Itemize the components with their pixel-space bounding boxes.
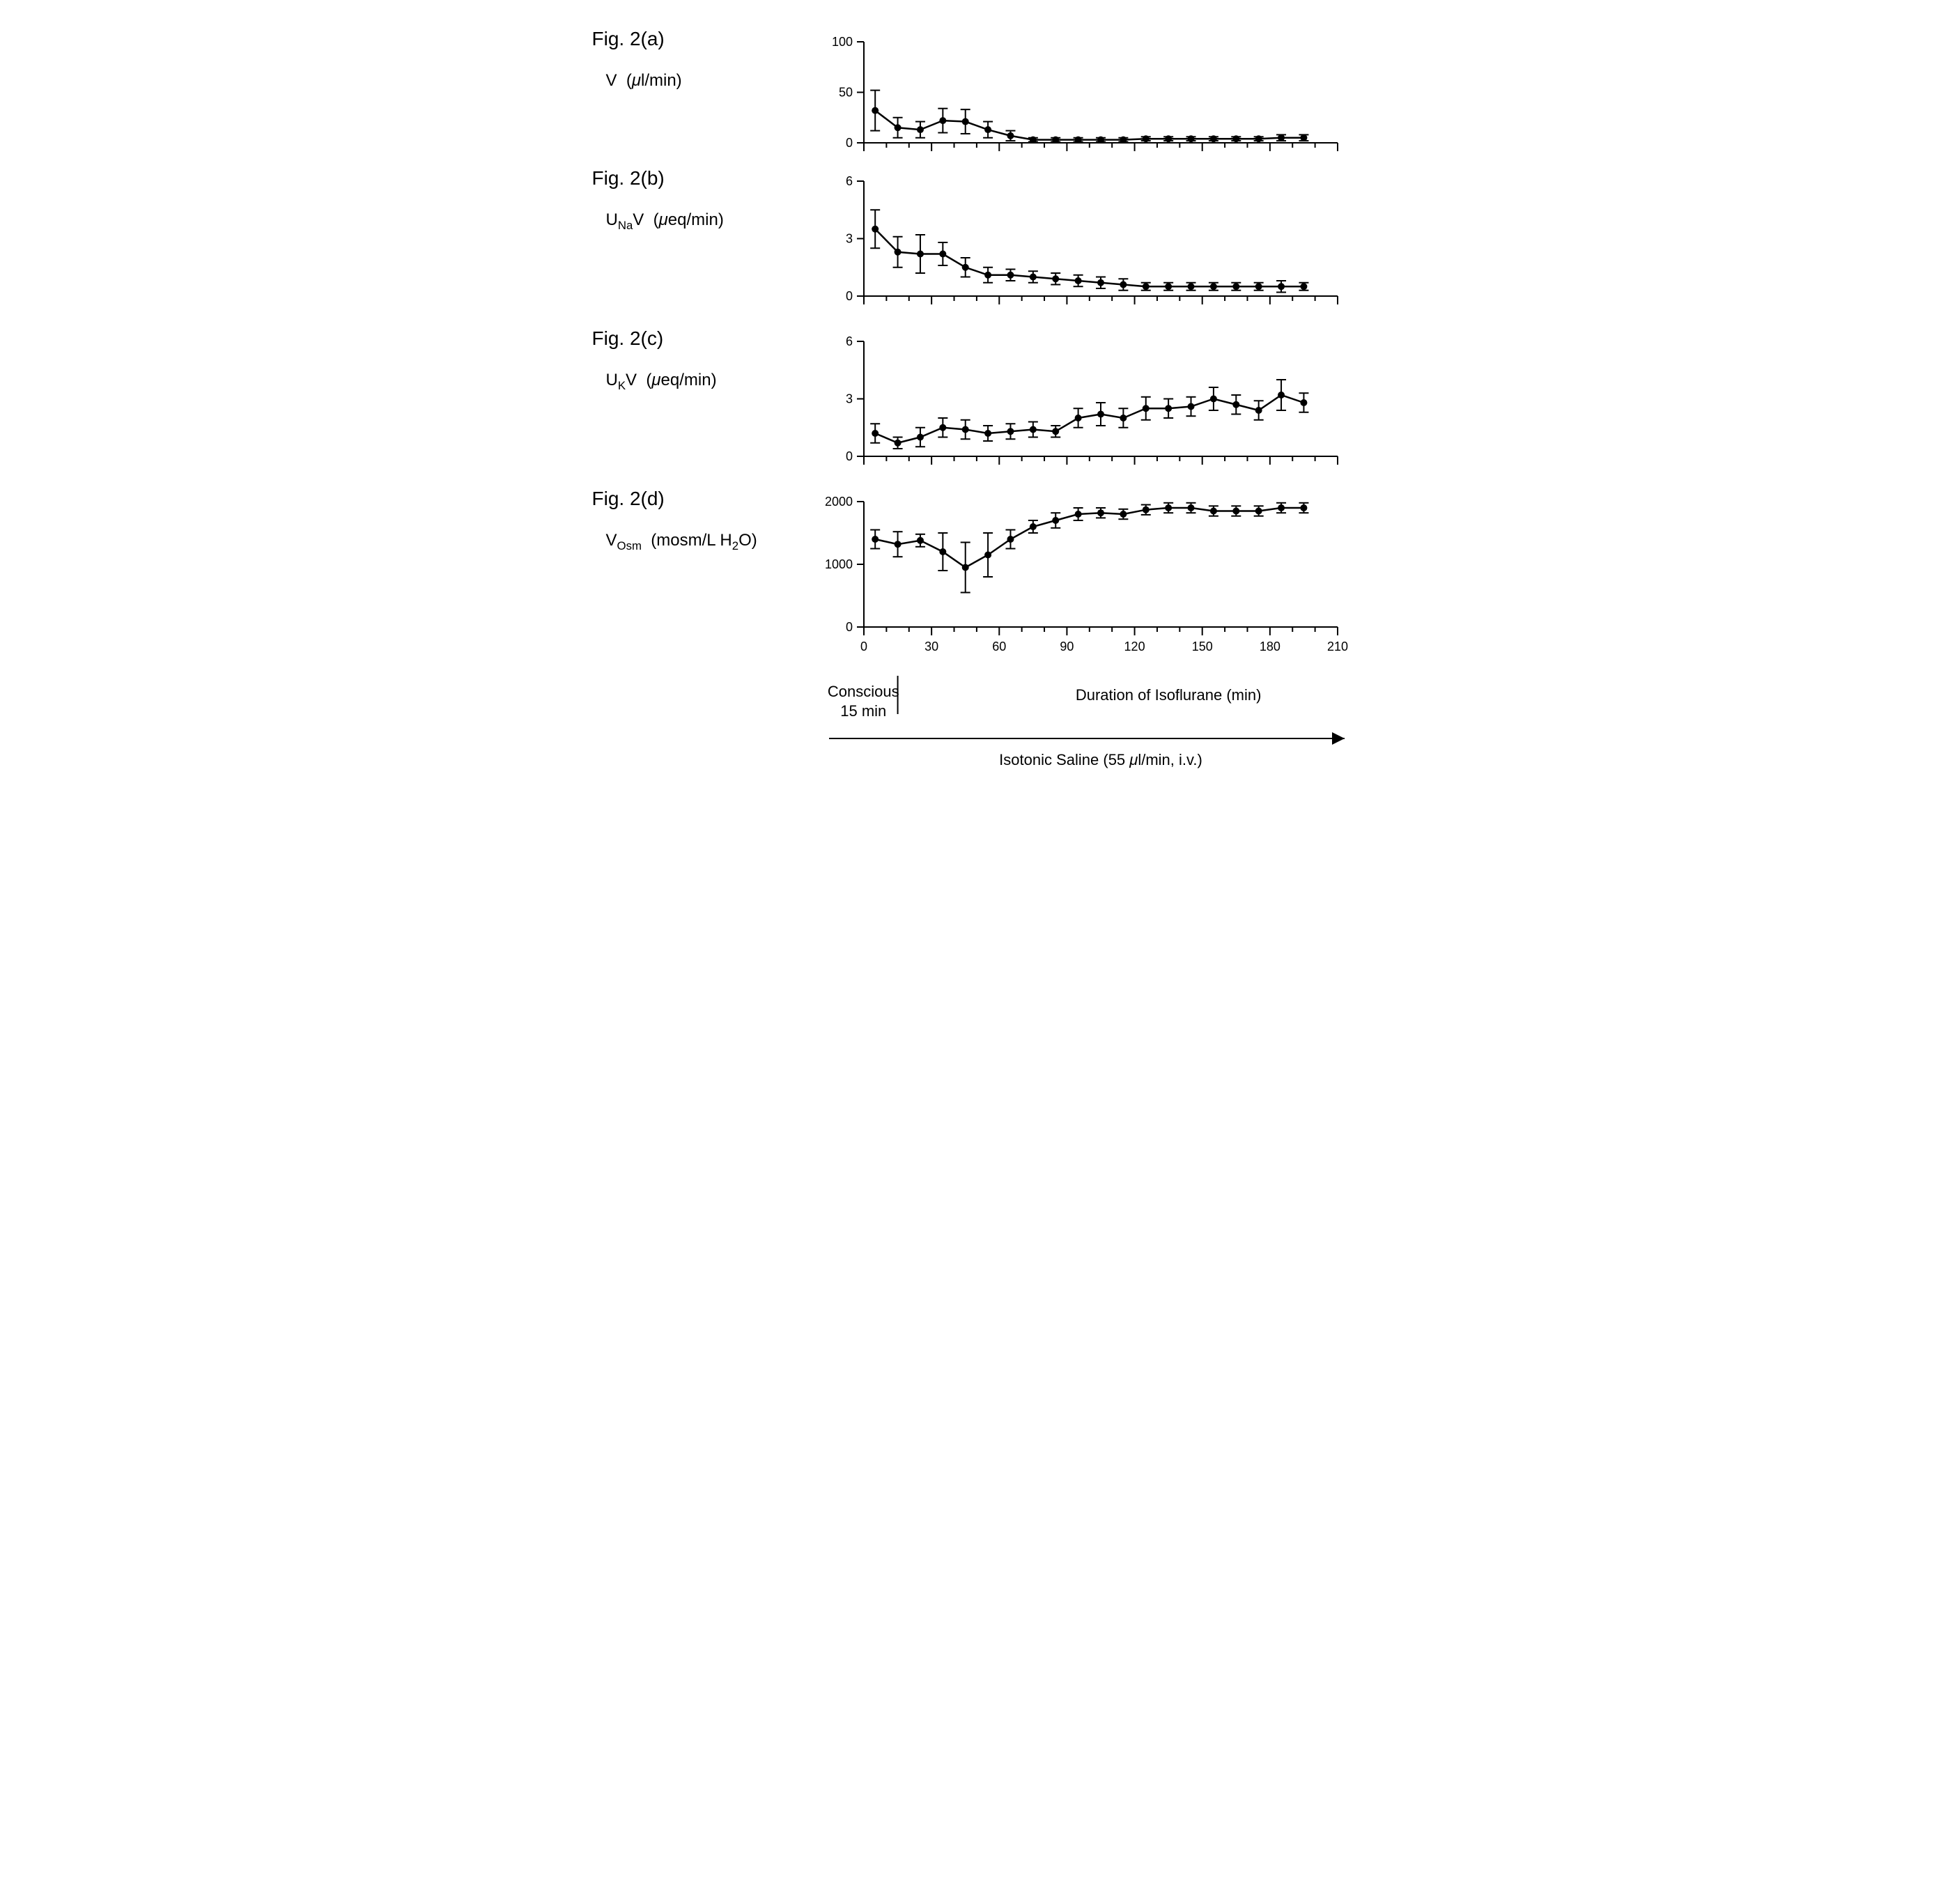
figure-label-c: Fig. 2(c) [592, 327, 801, 350]
bottom-annotation: Conscious 15 min Duration of Isoflurane (m… [815, 676, 1359, 787]
svg-text:3: 3 [845, 392, 852, 406]
svg-text:1000: 1000 [824, 557, 852, 571]
panel-row-c: Fig. 2(c) UKV (μeq/min) 0 3 6 [592, 327, 1359, 481]
svg-text:6: 6 [845, 334, 852, 348]
conscious-label-line2: 15 min [840, 702, 886, 720]
conscious-label-line1: Conscious [827, 683, 899, 700]
chart-svg-a: 0 50 100 [815, 28, 1359, 160]
panel-left-c: Fig. 2(c) UKV (μeq/min) [592, 327, 815, 393]
panel-left-b: Fig. 2(b) UNaV (μeq/min) [592, 167, 815, 233]
svg-text:100: 100 [831, 35, 852, 49]
svg-text:30: 30 [924, 640, 938, 653]
svg-text:50: 50 [838, 86, 852, 100]
bottom-svg: Conscious 15 min Duration of Isoflurane (m… [815, 676, 1359, 787]
y-axis-label-a: V (μl/min) [606, 71, 801, 91]
panel-row-b: Fig. 2(b) UNaV (μeq/min) 0 3 6 [592, 167, 1359, 320]
svg-text:120: 120 [1124, 640, 1145, 653]
panel-left-d: Fig. 2(d) VOsm (mosm/L H2O) [592, 488, 815, 553]
svg-text:0: 0 [845, 449, 852, 463]
x-axis-title: Duration of Isoflurane (min) [1075, 686, 1261, 704]
figure-container: Fig. 2(a) V (μl/min) 0 50 100 Fig. 2(b) UNaV (… [592, 28, 1359, 787]
svg-text:150: 150 [1191, 640, 1212, 653]
infusion-label: Isotonic Saline (55 μl/min, i.v.) [999, 751, 1202, 768]
chart-col-b: 0 3 6 [815, 167, 1359, 320]
chart-svg-b: 0 3 6 [815, 167, 1359, 320]
svg-text:3: 3 [845, 232, 852, 246]
figure-label-b: Fig. 2(b) [592, 167, 801, 189]
figure-label-d: Fig. 2(d) [592, 488, 801, 510]
svg-text:0: 0 [845, 620, 852, 634]
chart-col-c: 0 3 6 [815, 327, 1359, 481]
y-axis-label-d: VOsm (mosm/L H2O) [606, 531, 801, 553]
figure-label-a: Fig. 2(a) [592, 28, 801, 50]
svg-text:0: 0 [845, 136, 852, 150]
chart-col-d: 0 1000 2000 0 30 60 90 120 150 180 210 [815, 488, 1359, 669]
chart-col-a: 0 50 100 [815, 28, 1359, 160]
svg-text:0: 0 [845, 289, 852, 303]
chart-svg-c: 0 3 6 [815, 327, 1359, 481]
svg-text:90: 90 [1060, 640, 1074, 653]
panel-row-d: Fig. 2(d) VOsm (mosm/L H2O) 0 1000 2000 0 30 60… [592, 488, 1359, 669]
bottom-annotation-row: Conscious 15 min Duration of Isoflurane (m… [592, 676, 1359, 787]
svg-text:210: 210 [1326, 640, 1347, 653]
y-axis-label-c: UKV (μeq/min) [606, 371, 801, 393]
y-axis-label-b: UNaV (μeq/min) [606, 210, 801, 233]
svg-text:2000: 2000 [824, 495, 852, 509]
svg-text:0: 0 [860, 640, 867, 653]
chart-svg-d: 0 1000 2000 0 30 60 90 120 150 180 210 [815, 488, 1359, 669]
panel-row-a: Fig. 2(a) V (μl/min) 0 50 100 [592, 28, 1359, 160]
panels-host: Fig. 2(a) V (μl/min) 0 50 100 Fig. 2(b) UNaV (… [592, 28, 1359, 669]
panel-left-a: Fig. 2(a) V (μl/min) [592, 28, 815, 91]
svg-text:180: 180 [1259, 640, 1280, 653]
arrow-head-icon [1332, 732, 1345, 745]
svg-text:6: 6 [845, 174, 852, 188]
svg-text:60: 60 [992, 640, 1006, 653]
